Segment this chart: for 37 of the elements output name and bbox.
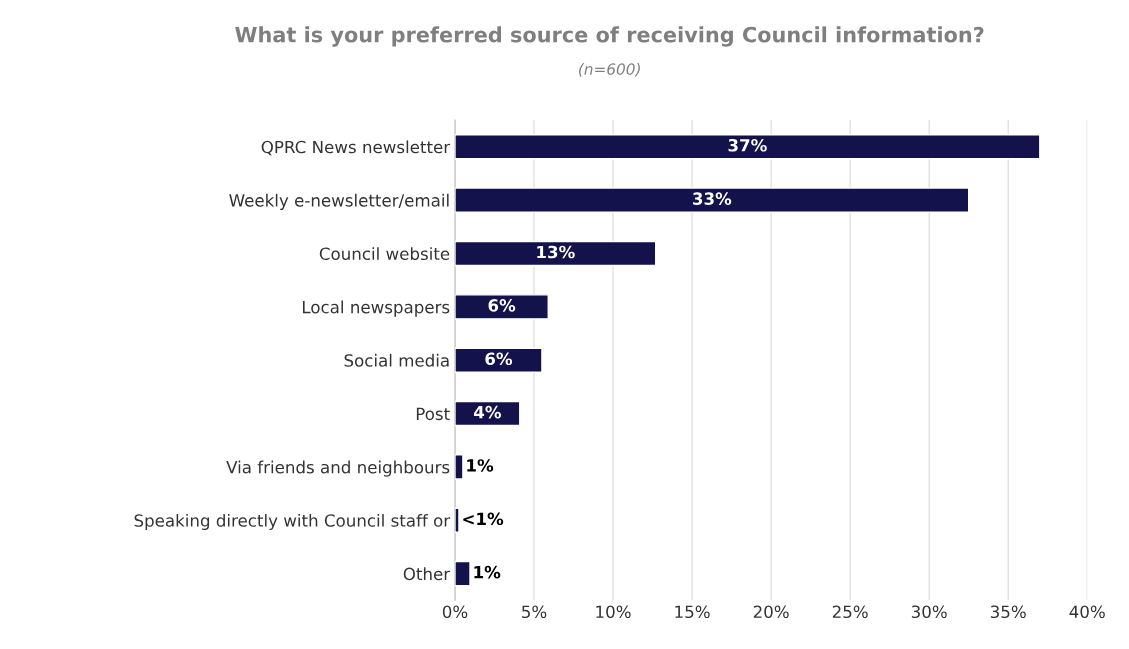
bar bbox=[454, 294, 549, 320]
x-tick-label: 0% bbox=[442, 605, 468, 619]
y-tick-label: Speaking directly with Council staff or bbox=[134, 513, 451, 531]
y-tick-label: Other bbox=[403, 567, 451, 581]
data-label: 6% bbox=[488, 299, 516, 312]
data-label: 6% bbox=[485, 352, 513, 366]
y-tick-label: Via friends and neighbours bbox=[226, 460, 450, 477]
x-tick-label: 25% bbox=[832, 605, 868, 619]
bar bbox=[454, 347, 543, 373]
data-label: 37% bbox=[728, 138, 767, 152]
data-label: 4% bbox=[473, 405, 502, 419]
bar bbox=[454, 134, 1041, 160]
y-tick-label: Local newspapers bbox=[302, 300, 450, 317]
data-label: 13% bbox=[537, 245, 575, 259]
data-label: 33% bbox=[693, 192, 732, 205]
bar bbox=[454, 560, 471, 587]
chart-subtitle: (n=600) bbox=[579, 63, 640, 77]
y-tick-label: Weekly e-newsletter/email bbox=[229, 193, 449, 210]
x-tick-label: 5% bbox=[522, 605, 547, 619]
x-tick-label: 15% bbox=[675, 605, 710, 619]
bar bbox=[454, 240, 657, 267]
x-tick-label: 40% bbox=[1069, 605, 1105, 619]
y-tick-label: Council website bbox=[319, 247, 450, 261]
bar bbox=[454, 507, 460, 533]
chart-title: What is your preferred source of receiving Council information? bbox=[235, 26, 984, 47]
x-tick-label: 10% bbox=[596, 605, 631, 619]
y-tick-label: Social media bbox=[344, 353, 449, 367]
bar bbox=[454, 454, 464, 480]
bar bbox=[454, 187, 970, 213]
y-tick-label: Post bbox=[416, 407, 450, 421]
y-tick-label: QPRC News newsletter bbox=[261, 140, 451, 156]
data-label: 1% bbox=[474, 565, 501, 579]
x-tick-label: 30% bbox=[911, 605, 947, 619]
data-label: 1% bbox=[467, 459, 494, 472]
x-tick-label: 20% bbox=[753, 605, 789, 619]
data-label: <1% bbox=[463, 512, 504, 526]
x-tick-label: 35% bbox=[990, 605, 1026, 619]
